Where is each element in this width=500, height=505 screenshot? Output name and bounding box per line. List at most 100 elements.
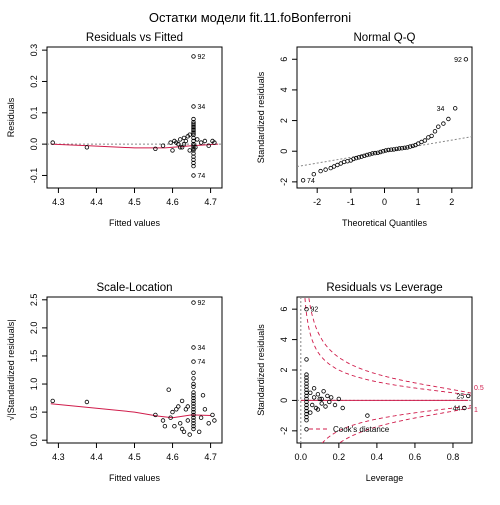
data-point bbox=[381, 148, 386, 154]
data-point bbox=[372, 150, 378, 156]
data-point bbox=[378, 149, 383, 155]
data-point bbox=[191, 376, 196, 381]
data-point bbox=[191, 345, 196, 350]
data-point bbox=[375, 150, 380, 155]
data-point bbox=[351, 156, 356, 162]
data-point bbox=[319, 401, 324, 406]
data-point bbox=[364, 152, 370, 158]
point-label: 34 bbox=[197, 104, 205, 111]
data-point bbox=[327, 399, 332, 405]
data-point bbox=[462, 405, 467, 411]
y-tick-label: 0.0 bbox=[29, 434, 39, 447]
data-point bbox=[172, 424, 177, 429]
y-tick-label: 2 bbox=[279, 118, 289, 123]
y-axis-label: Standardized residuals bbox=[256, 71, 266, 163]
data-point bbox=[193, 145, 198, 150]
data-point bbox=[191, 126, 196, 131]
data-point bbox=[304, 411, 309, 417]
point-label: 92 bbox=[454, 57, 462, 64]
data-point bbox=[304, 414, 309, 420]
y-tick-label: 4 bbox=[279, 337, 289, 342]
data-point bbox=[185, 418, 190, 423]
panel-4: Residuals vs Leverage 0.0 0.2 0.4 0.6 0.8 -2 0 2… bbox=[256, 282, 484, 483]
data-point bbox=[315, 407, 321, 412]
x-tick-label: 0.2 bbox=[333, 452, 346, 462]
point-label: 34 bbox=[197, 345, 205, 352]
data-point bbox=[191, 384, 196, 389]
x-tick-label: 4.6 bbox=[166, 197, 179, 207]
y-tick-label: 0.5 bbox=[29, 406, 39, 419]
plot-area bbox=[297, 297, 472, 443]
data-point bbox=[191, 404, 196, 409]
point-label: 92 bbox=[197, 54, 205, 61]
data-point bbox=[304, 427, 309, 432]
data-point bbox=[354, 155, 359, 161]
data-point bbox=[332, 402, 338, 408]
data-point bbox=[191, 116, 196, 122]
y-tick-label: 1.0 bbox=[29, 378, 39, 391]
x-axis-label: Fitted values bbox=[109, 473, 161, 483]
data-point bbox=[212, 140, 217, 145]
y-tick-label: 6 bbox=[279, 57, 289, 62]
panel-title: Residuals vs Fitted bbox=[86, 32, 183, 44]
point-label: 92 bbox=[197, 300, 205, 307]
y-tick-label: 4 bbox=[279, 87, 289, 92]
data-point bbox=[166, 387, 171, 392]
data-point bbox=[191, 409, 196, 415]
data-point bbox=[319, 396, 324, 402]
x-axis-label: Theoretical Quantiles bbox=[342, 218, 428, 228]
data-point bbox=[359, 154, 364, 159]
data-point bbox=[153, 412, 158, 418]
x-tick-label: 0.0 bbox=[295, 452, 308, 462]
x-tick-label: -2 bbox=[313, 197, 321, 207]
x-tick-label: 4.3 bbox=[52, 197, 65, 207]
data-point bbox=[340, 405, 345, 411]
data-point bbox=[210, 412, 215, 418]
data-point bbox=[185, 404, 190, 409]
data-point bbox=[318, 168, 323, 174]
data-point bbox=[308, 390, 313, 395]
data-point bbox=[410, 143, 415, 149]
x-tick-label: 0 bbox=[382, 197, 387, 207]
data-point bbox=[198, 140, 204, 145]
data-point bbox=[191, 395, 196, 401]
y-tick-label: 2.0 bbox=[29, 322, 39, 335]
data-point bbox=[391, 147, 397, 152]
data-point bbox=[183, 138, 189, 144]
x-tick-label: 0.8 bbox=[447, 452, 460, 462]
y-tick-label: 0 bbox=[279, 149, 289, 154]
data-point bbox=[367, 152, 372, 157]
x-tick-label: 4.5 bbox=[128, 197, 141, 207]
data-point bbox=[191, 398, 196, 404]
cooks-distance-contour bbox=[321, 405, 472, 443]
point-label: 34 bbox=[437, 106, 445, 113]
data-point bbox=[304, 378, 309, 383]
data-point bbox=[191, 148, 196, 153]
panel-title: Scale-Location bbox=[96, 282, 172, 294]
data-point bbox=[179, 145, 185, 150]
data-point bbox=[429, 133, 434, 139]
data-point bbox=[304, 405, 309, 411]
y-tick-label: 0.2 bbox=[29, 75, 39, 88]
data-point bbox=[446, 116, 451, 122]
data-point bbox=[191, 424, 196, 429]
data-point bbox=[191, 151, 196, 156]
cooks-distance-contour bbox=[308, 297, 472, 394]
data-point bbox=[198, 415, 204, 420]
data-point bbox=[466, 393, 471, 399]
x-tick-label: 4.4 bbox=[90, 197, 103, 207]
data-point bbox=[170, 148, 175, 153]
data-point bbox=[441, 121, 446, 126]
data-point bbox=[191, 426, 196, 432]
cooks-distance-contour bbox=[304, 297, 472, 396]
data-point bbox=[191, 127, 196, 133]
data-point bbox=[304, 396, 309, 402]
data-point bbox=[191, 401, 196, 406]
data-point bbox=[386, 147, 391, 153]
point-label: 74 bbox=[307, 178, 315, 185]
data-point bbox=[325, 393, 330, 399]
data-point bbox=[191, 393, 196, 398]
data-point bbox=[191, 104, 196, 109]
y-tick-label: 2 bbox=[279, 367, 289, 372]
